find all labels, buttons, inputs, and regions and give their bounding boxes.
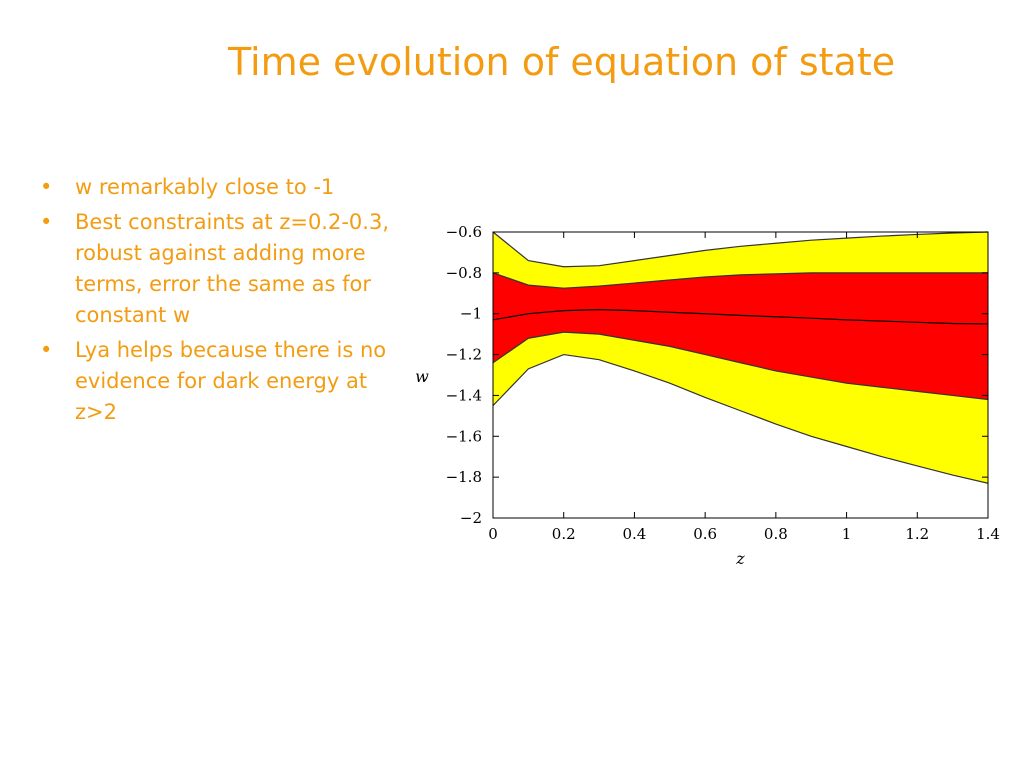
x-tick-label: 0.8 [764, 525, 788, 543]
y-tick-label: −1.4 [446, 386, 482, 404]
y-tick-label: −1.8 [446, 468, 482, 486]
y-axis-label: w [415, 367, 429, 386]
bullet-text: Best constraints at z=0.2-0.3, robust ag… [75, 210, 389, 327]
x-tick-label: 0 [488, 525, 498, 543]
bullet-dot: • [40, 338, 53, 362]
band-0-upper-edge [492, 231, 989, 268]
bullet-text: Lya helps because there is no evidence f… [75, 338, 387, 424]
band-1 [493, 272, 988, 400]
y-tick-label: −2 [460, 509, 482, 527]
y-tick-label: −1.6 [446, 427, 482, 445]
slide-title: Time evolution of equation of state [228, 40, 896, 84]
x-tick-label: 0.2 [552, 525, 576, 543]
w-vs-z-chart: 0 0.2 0.4 0.6 0.8 1 1.2 1.4 −0.6 −0.8 −1 −1.2 −1.4 −1… [415, 223, 1000, 568]
x-tick-label: 0.4 [622, 525, 646, 543]
y-tick-label: −1.2 [446, 346, 482, 364]
band-1-lower-edge [492, 331, 989, 401]
bands-group [492, 231, 989, 484]
central-line [492, 309, 989, 325]
x-tick-label: 1.4 [976, 525, 1000, 543]
band-1-upper-edge [492, 272, 988, 289]
bullet-item: • Lya helps because there is no evidence… [40, 335, 400, 428]
bullet-dot: • [40, 210, 53, 234]
y-tick-label: −1 [460, 305, 482, 323]
bullet-text: w remarkably close to -1 [75, 175, 335, 199]
bullet-list: • w remarkably close to -1 • Best constr… [40, 172, 400, 432]
plot-frame [492, 231, 989, 519]
bullet-item: • Best constraints at z=0.2-0.3, robust … [40, 207, 400, 331]
x-tick-label: 1.2 [905, 525, 929, 543]
x-tick-label: 0.6 [693, 525, 717, 543]
ticks-group: 0 0.2 0.4 0.6 0.8 1 1.2 1.4 −0.6 −0.8 −1 −1.2 −1.4 −1… [446, 223, 1000, 543]
x-tick-label: 1 [842, 525, 852, 543]
bullet-dot: • [40, 175, 53, 199]
x-axis-label: z [735, 549, 745, 568]
y-tick-label: −0.6 [446, 223, 482, 241]
bullet-item: • w remarkably close to -1 [40, 172, 400, 203]
band-0-lower-edge [492, 353, 989, 484]
y-tick-label: −0.8 [446, 264, 482, 282]
